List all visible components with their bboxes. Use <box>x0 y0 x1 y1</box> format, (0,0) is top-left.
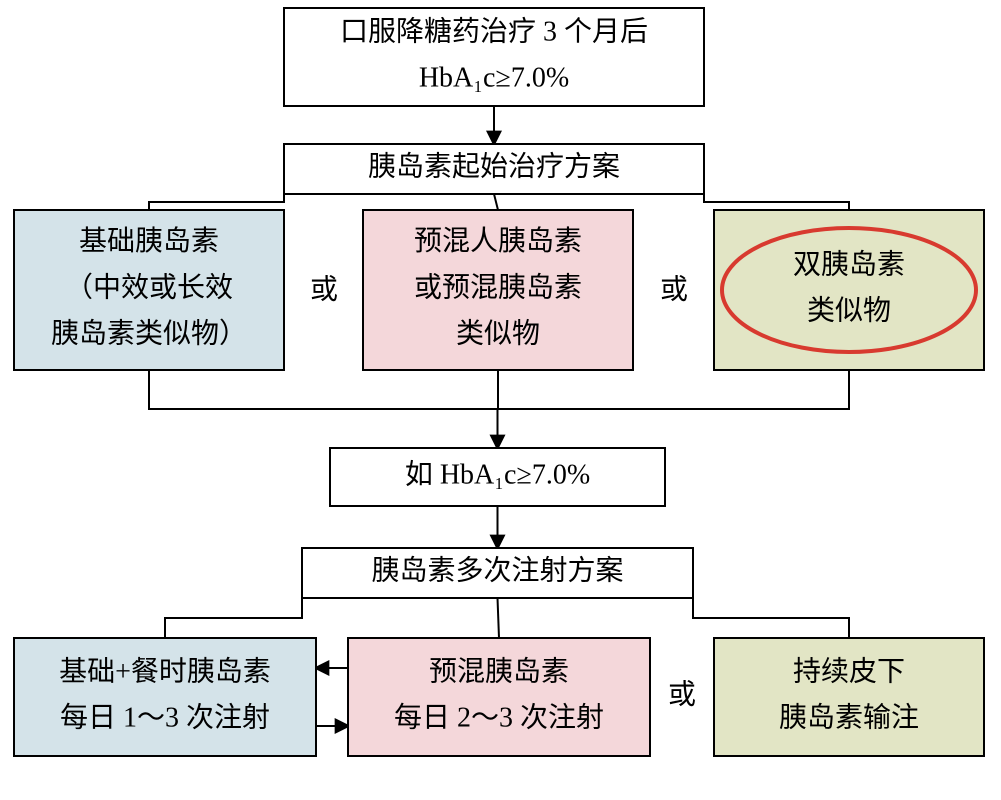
node-text-n2-line0: 胰岛素起始治疗方案 <box>368 150 620 182</box>
fanout1-mid <box>494 194 498 210</box>
node-n4: 预混人胰岛素或预混胰岛素类似物 <box>363 210 633 370</box>
node-rect-n5 <box>714 210 984 370</box>
node-text-n3-line1: （中效或长效 <box>65 271 233 303</box>
node-text-n8-line1: 每日 1～3 次注射 <box>60 702 270 734</box>
node-n9: 预混胰岛素每日 2～3 次注射 <box>348 638 650 756</box>
node-n7: 胰岛素多次注射方案 <box>302 548 693 598</box>
fanout2-mid <box>498 598 500 638</box>
node-text-n7-line0: 胰岛素多次注射方案 <box>371 554 623 586</box>
node-n2: 胰岛素起始治疗方案 <box>284 144 704 194</box>
node-text-n1-line1: HbA₁c≥7.0% <box>419 63 569 94</box>
or-label-0: 或 <box>310 273 338 305</box>
node-n1: 口服降糖药治疗 3 个月后 HbA₁c≥7.0% <box>284 8 704 106</box>
or-label-2: 或 <box>668 678 696 710</box>
node-text-n3-line0: 基础胰岛素 <box>79 225 219 257</box>
node-text-n3-line2: 胰岛素类似物） <box>51 318 247 350</box>
node-n8: 基础+餐时胰岛素每日 1～3 次注射 <box>14 638 316 756</box>
node-n10: 持续皮下胰岛素输注 <box>714 638 984 756</box>
fanout2-left <box>165 598 302 638</box>
node-text-n9-line0: 预混胰岛素 <box>429 655 569 687</box>
node-text-n10-line0: 持续皮下 <box>793 655 905 687</box>
or-label-1: 或 <box>660 273 688 305</box>
connector-layer <box>149 106 849 726</box>
fanout1-right <box>704 194 849 210</box>
node-n3: 基础胰岛素 （中效或长效胰岛素类似物） <box>14 210 284 370</box>
node-text-n5-line0: 双胰岛素 <box>793 248 905 280</box>
node-text-n4-line0: 预混人胰岛素 <box>414 225 582 257</box>
node-text-n9-line1: 每日 2～3 次注射 <box>394 702 604 734</box>
node-text-n5-line1: 类似物 <box>807 295 891 327</box>
node-text-n10-line1: 胰岛素输注 <box>779 702 919 734</box>
node-n6: 如 HbA₁c≥7.0% <box>330 448 665 506</box>
fanout1-left <box>149 194 284 210</box>
node-text-n1-line0: 口服降糖药治疗 3 个月后 <box>340 15 648 47</box>
node-n5: 双胰岛素类似物 <box>714 210 984 370</box>
fanout2-right <box>693 598 849 638</box>
node-text-n4-line1: 或预混胰岛素 <box>414 271 582 303</box>
flowchart-canvas: 口服降糖药治疗 3 个月后 HbA₁c≥7.0% 胰岛素起始治疗方案基础胰岛素 （中效… <box>0 0 1001 800</box>
node-text-n6-line0: 如 HbA₁c≥7.0% <box>405 458 590 490</box>
node-text-n8-line0: 基础+餐时胰岛素 <box>59 655 271 687</box>
node-text-n4-line2: 类似物 <box>456 318 540 350</box>
